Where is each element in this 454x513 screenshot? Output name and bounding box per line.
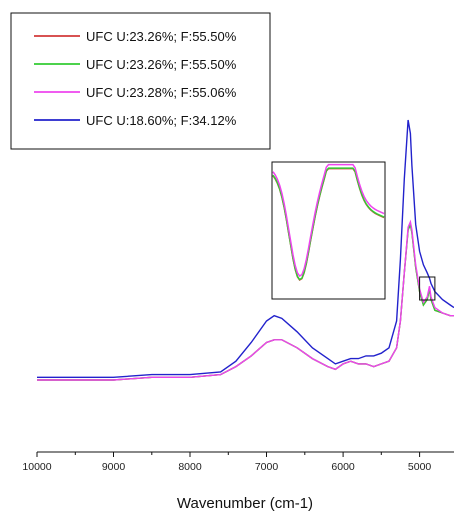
series-line-3: [37, 219, 454, 381]
legend-label-3: UFC U:23.28%; F:55.06%: [86, 85, 237, 100]
x-axis: 10000 9000 8000 7000 6000 5000: [22, 451, 454, 473]
legend-label-4: UFC U:18.60%; F:34.12%: [86, 113, 237, 128]
legend-label-2: UFC U:23.26%; F:55.50%: [86, 57, 237, 72]
x-axis-title: Wavenumber (cm-1): [177, 495, 313, 512]
legend: UFC U:23.26%; F:55.50% UFC U:23.26%; F:5…: [10, 12, 271, 150]
series-line-4: [37, 119, 454, 378]
x-tick-label: 10000: [22, 461, 51, 473]
legend-label-1: UFC U:23.26%; F:55.50%: [86, 29, 237, 44]
x-tick-label: 7000: [255, 461, 279, 473]
inset-box: [271, 161, 386, 300]
x-tick-label: 5000: [408, 461, 432, 473]
series-layer: [37, 119, 454, 381]
inset-zoom: [271, 161, 436, 301]
zoom-region-box: [419, 276, 436, 301]
x-tick-label: 6000: [331, 461, 355, 473]
inset-line-magenta: [272, 163, 385, 278]
x-tick-label: 8000: [178, 461, 202, 473]
x-tick-label: 9000: [102, 461, 126, 473]
